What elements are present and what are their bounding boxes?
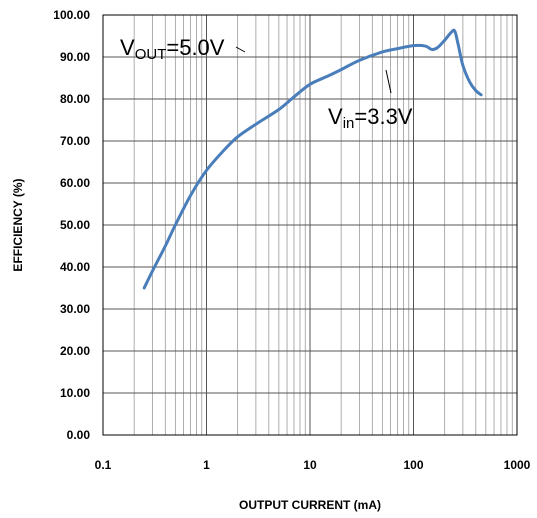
y-tick-label: 80.00	[60, 92, 90, 106]
vout-leader-line	[235, 46, 246, 53]
y-tick-label: 0.00	[67, 428, 91, 442]
vout-rest: =5.0V	[166, 35, 224, 60]
vout-subscript: OUT	[135, 46, 167, 63]
y-tick-label: 90.00	[60, 50, 90, 64]
x-tick-label: 100	[403, 458, 423, 472]
x-tick-label: 1000	[504, 458, 531, 472]
x-tick-label: 1	[203, 458, 210, 472]
y-tick-label: 50.00	[60, 218, 90, 232]
y-tick-label: 10.00	[60, 386, 90, 400]
y-tick-label: 70.00	[60, 134, 90, 148]
vout-annotation: VOUT=5.0V	[120, 35, 225, 63]
major-gridlines	[103, 15, 517, 435]
vin-rest: =3.3V	[354, 104, 412, 129]
x-tick-label: 10	[303, 458, 317, 472]
y-tick-label: 100.00	[53, 8, 90, 22]
y-tick-label: 40.00	[60, 260, 90, 274]
efficiency-curve	[142, 28, 483, 290]
x-axis-title: OUTPUT CURRENT (mA)	[239, 498, 381, 512]
y-tick-label: 30.00	[60, 302, 90, 316]
y-tick-label: 60.00	[60, 176, 90, 190]
vin-subscript: in	[343, 115, 355, 132]
y-tick-label: 20.00	[60, 344, 90, 358]
vin-annotation: Vin=3.3V	[328, 104, 413, 132]
vin-leader-line	[385, 69, 392, 94]
y-tick-labels: 0.00 10.00 20.00 30.00 40.00 50.00 60.00 70.00 8…	[53, 8, 90, 442]
vin-main: V	[328, 104, 343, 129]
vout-main: V	[120, 35, 135, 60]
y-axis-title: EFFICIENCY (%)	[11, 178, 25, 271]
x-tick-label: 0.1	[95, 458, 112, 472]
x-tick-labels: 0.1 1 10 100 1000	[95, 458, 531, 472]
plot-area-border	[102, 14, 518, 436]
